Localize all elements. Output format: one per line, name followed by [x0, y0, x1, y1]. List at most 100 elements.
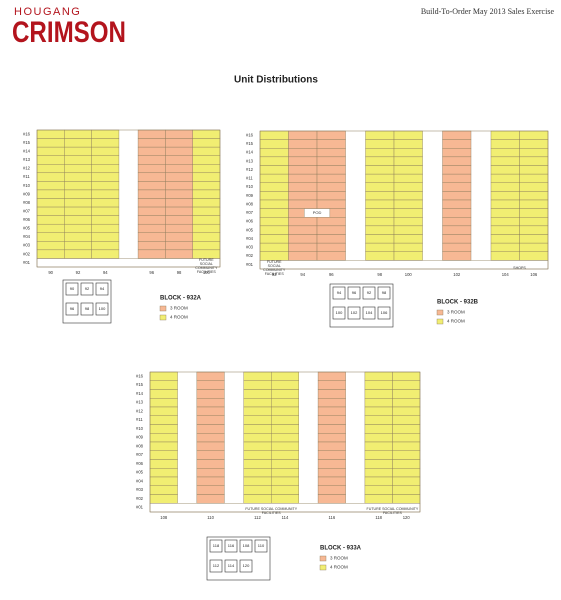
- unit-cell: [393, 208, 423, 218]
- unit-cell: [192, 164, 221, 174]
- unit-cell: [243, 415, 272, 425]
- floor-label: #05: [246, 227, 254, 232]
- unit-cell: [196, 380, 225, 390]
- unit-cell: [288, 173, 318, 183]
- unit-cell: [519, 217, 549, 227]
- unit-cell: [442, 156, 472, 166]
- unit-cell: [365, 251, 395, 261]
- unit-cell: [36, 223, 65, 233]
- unit-cell: [192, 215, 221, 225]
- legend-swatch: [159, 314, 167, 321]
- unit-cell: [393, 182, 423, 192]
- floor-label: #01: [136, 505, 144, 510]
- block: #16 #15 #14 #13 #12 #11 #10 #09 #08 #07 #06 #05 #04 #…: [136, 371, 421, 581]
- unit-cell: [243, 468, 272, 478]
- floor-label: #16: [23, 131, 31, 136]
- unit-cell: [149, 380, 178, 390]
- unit-cell: [259, 208, 289, 218]
- plan-unit-label: 94: [100, 286, 105, 291]
- unit-cell: [243, 485, 272, 495]
- unit-cell: [196, 406, 225, 416]
- unit-cell: [392, 441, 421, 451]
- unit-cell: [271, 424, 299, 434]
- unit-cell: [288, 251, 318, 261]
- unit-cell: [393, 165, 423, 175]
- floor-label: #15: [136, 382, 144, 387]
- unit-cell: [64, 215, 92, 225]
- unit-label: 114: [282, 515, 289, 520]
- plan-unit-label: 102: [351, 310, 358, 315]
- unit-cell: [165, 198, 193, 208]
- plan-unit: [65, 302, 79, 316]
- unit-cell: [149, 468, 178, 478]
- unit-cell: [137, 146, 166, 156]
- unit-cell: [490, 242, 520, 252]
- unit-cell: [519, 199, 549, 209]
- unit-cell: [392, 468, 421, 478]
- floor-label: #02: [136, 496, 144, 501]
- plan-unit-label: 92: [367, 290, 372, 295]
- unit-cell: [519, 173, 549, 183]
- unit-cell: [442, 234, 472, 244]
- unit-cell: [91, 172, 120, 182]
- unit-cell: [364, 389, 393, 399]
- unit-cell: [196, 468, 225, 478]
- unit-cell: [64, 138, 92, 148]
- unit-cell: [490, 217, 520, 227]
- unit-cell: [442, 182, 472, 192]
- unit-cell: [149, 476, 178, 486]
- unit-cell: [442, 242, 472, 252]
- unit-cell: [192, 223, 221, 233]
- logo-top: HOUGANG: [14, 6, 81, 18]
- unit-cell: [317, 415, 346, 425]
- plan-unit-label: 118: [213, 543, 220, 548]
- unit-cell: [192, 172, 221, 182]
- unit-cell: [64, 164, 92, 174]
- unit-cell: [36, 198, 65, 208]
- unit-cell: [259, 242, 289, 252]
- unit-cell: [364, 406, 393, 416]
- unit-cell: [365, 130, 395, 140]
- floor-label: #03: [23, 243, 31, 248]
- plan-unit-label: 94: [337, 290, 342, 295]
- floor-label: #11: [23, 174, 30, 179]
- unit-cell: [243, 494, 272, 504]
- logo-main: CRIMSON: [12, 16, 126, 49]
- plan-unit: [80, 302, 94, 316]
- plan-unit-label: 108: [243, 543, 250, 548]
- unit-cell: [259, 156, 289, 166]
- block-frame: [149, 371, 421, 513]
- floor-label: #11: [136, 417, 143, 422]
- unit-cell: [165, 155, 193, 165]
- unit-cell: [91, 138, 120, 148]
- unit-cell: [271, 485, 299, 495]
- unit-cell: [192, 206, 221, 216]
- unit-cell: [196, 398, 225, 408]
- unit-cell: [271, 441, 299, 451]
- block-name: BLOCK - 933A: [320, 546, 362, 552]
- unit-cell: [316, 173, 346, 183]
- unit-cell: [137, 232, 166, 242]
- unit-cell: [365, 139, 395, 149]
- plan-unit-label: 104: [366, 310, 373, 315]
- unit-cell: [316, 130, 346, 140]
- unit-cell: [91, 146, 120, 156]
- unit-cell: [259, 234, 289, 244]
- unit-cell: [442, 225, 472, 235]
- plan-unit-label: 106: [381, 310, 388, 315]
- plan-unit: [65, 282, 79, 296]
- floor-label: #01: [23, 260, 31, 265]
- unit-cell: [392, 494, 421, 504]
- unit-cell: [288, 242, 318, 252]
- floor-label: #02: [23, 251, 31, 256]
- unit-cell: [288, 130, 318, 140]
- unit-cell: [36, 189, 65, 199]
- unit-cell: [392, 485, 421, 495]
- unit-cell: [91, 232, 120, 242]
- floor-label: #03: [136, 487, 144, 492]
- unit-cell: [192, 198, 221, 208]
- unit-cell: [192, 241, 221, 251]
- unit-cell: [259, 130, 289, 140]
- unit-cell: [149, 485, 178, 495]
